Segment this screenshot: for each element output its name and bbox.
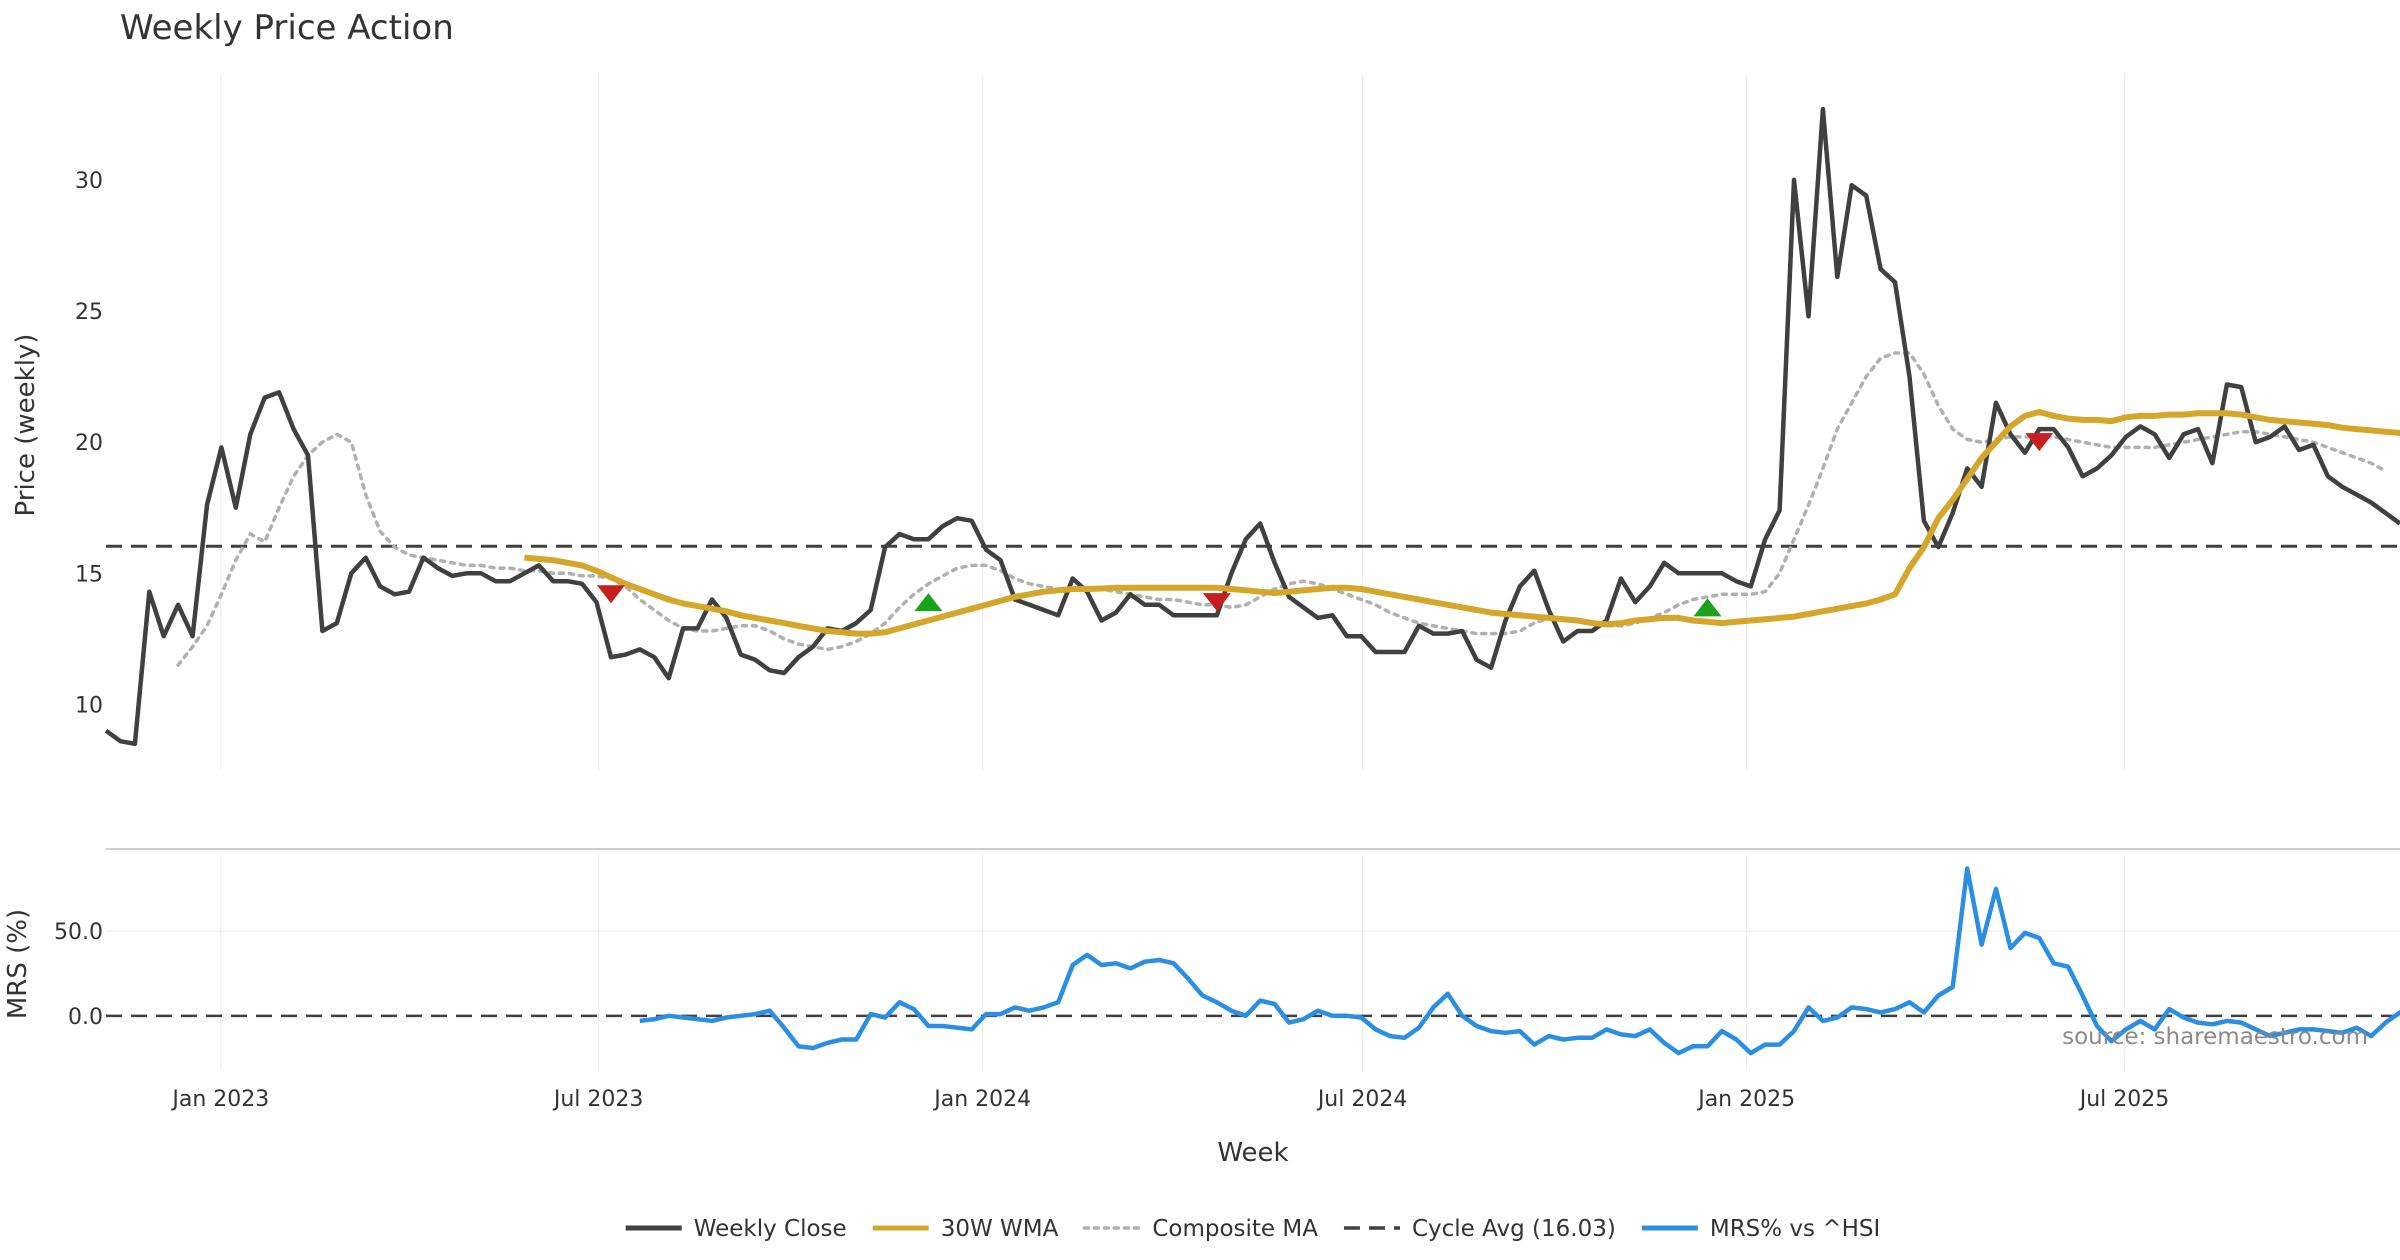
legend-label: Weekly Close: [694, 1216, 847, 1242]
x-tick-label: Jul 2023: [552, 1087, 644, 1112]
buy-signal-marker: [1693, 598, 1722, 617]
price-series: [104, 106, 2400, 747]
legend-label: Cycle Avg (16.03): [1412, 1216, 1616, 1242]
legend-item: Cycle Avg (16.03): [1343, 1216, 1616, 1242]
price-y-tick-label: 25: [75, 300, 103, 325]
x-tick-label: Jul 2024: [1316, 1087, 1408, 1112]
mrs-series: [106, 866, 2400, 1056]
x-tick-label: Jan 2025: [1696, 1087, 1795, 1112]
legend-item: Composite MA: [1082, 1216, 1318, 1242]
y-axis-label-price: Price (weekly): [11, 334, 41, 517]
legend-item: 30W WMA: [872, 1216, 1059, 1242]
wma-30w-line: [524, 409, 2400, 637]
mrs-y-ticks: 0.0 50.0: [54, 920, 103, 1030]
x-tick-label: Jan 2024: [932, 1087, 1031, 1112]
chart-title: Weekly Price Action: [120, 8, 454, 48]
mrs-y-tick-label: 50.0: [54, 920, 103, 945]
price-y-tick-label: 20: [75, 431, 103, 456]
legend-item: MRS% vs ^HSI: [1641, 1216, 1880, 1242]
x-tick-label: Jan 2023: [170, 1087, 269, 1112]
price-y-tick-label: 30: [75, 169, 103, 194]
mrs-panel-gridlines: [106, 855, 2400, 1070]
composite-ma-line: [176, 351, 2388, 667]
legend-label: MRS% vs ^HSI: [1710, 1216, 1880, 1242]
signal-markers: [596, 433, 2054, 617]
sell-signal-marker: [1202, 593, 1231, 612]
price-y-ticks: 10 15 20 25 30: [75, 169, 103, 719]
x-axis-ticks: Jan 2023 Jul 2023 Jan 2024 Jul 2024 Jan 2025…: [170, 1087, 2169, 1112]
sell-signal-marker: [596, 585, 625, 604]
watermark: source: sharemaestro.com: [2062, 1024, 2368, 1050]
price-y-tick-label: 10: [75, 693, 103, 718]
weekly-close-line: [104, 106, 2400, 747]
x-axis-label: Week: [1217, 1138, 1288, 1168]
mrs-line: [639, 866, 2400, 1056]
price-panel-gridlines: [220, 75, 2125, 770]
price-y-tick-label: 15: [75, 562, 103, 587]
legend-item: Weekly Close: [625, 1216, 847, 1242]
legend-label: 30W WMA: [941, 1216, 1059, 1242]
x-tick-label: Jul 2025: [2078, 1087, 2170, 1112]
y-axis-label-mrs: MRS (%): [3, 909, 33, 1019]
sell-signal-marker: [2025, 433, 2054, 452]
legend: Weekly Close 30W WMA Composite MA Cycle Avg…: [625, 1216, 1880, 1242]
buy-signal-marker: [914, 593, 943, 612]
mrs-y-tick-label: 0.0: [68, 1005, 103, 1030]
legend-label: Composite MA: [1152, 1216, 1318, 1242]
